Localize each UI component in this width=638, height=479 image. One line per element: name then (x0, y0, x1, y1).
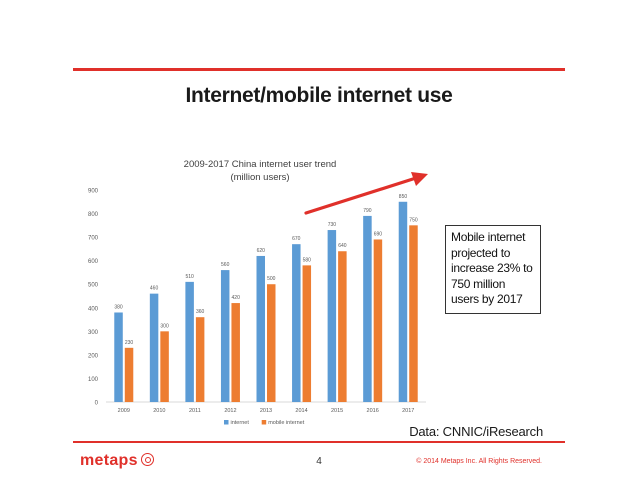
y-tick-label: 100 (88, 377, 99, 383)
bottom-rule (73, 441, 565, 443)
data-label: 460 (150, 286, 159, 292)
bar-mobile-internet (160, 331, 169, 402)
data-label: 510 (185, 274, 194, 280)
x-tick-label: 2015 (331, 408, 343, 414)
data-label: 300 (160, 323, 169, 329)
bar-internet (220, 270, 230, 402)
callout-line: projected to (451, 245, 511, 260)
data-label: 850 (399, 194, 408, 200)
bar-internet (327, 230, 337, 402)
y-tick-label: 0 (95, 401, 99, 407)
bar-internet (363, 215, 372, 402)
chart-title-line-1: 2009-2017 China internet user trend (183, 159, 337, 170)
data-label: 750 (409, 217, 418, 223)
bar-mobile-internet (195, 317, 205, 402)
mobile-projection-callout: Mobile internet projected to increase 23… (445, 225, 541, 314)
chart-title: 2009-2017 China internet user trend (mil… (150, 158, 370, 184)
x-tick-label: 2009 (118, 408, 130, 414)
x-tick-label: 2017 (402, 408, 414, 414)
bar-internet (149, 293, 159, 402)
y-tick-label: 200 (88, 353, 99, 359)
data-label: 360 (196, 309, 205, 315)
bar-mobile-internet (373, 239, 383, 402)
bar-mobile-internet (338, 251, 347, 402)
x-tick-label: 2016 (367, 408, 379, 414)
data-label: 670 (292, 236, 301, 242)
x-tick-label: 2013 (260, 408, 272, 414)
bar-internet (398, 201, 408, 402)
data-label: 560 (221, 262, 230, 268)
page-number: 4 (316, 456, 322, 467)
bar-internet (256, 255, 265, 402)
data-label: 790 (363, 208, 372, 214)
y-tick-label: 500 (88, 283, 99, 289)
bar-mobile-internet (124, 347, 134, 402)
y-tick-label: 700 (88, 236, 99, 242)
y-tick-label: 800 (88, 212, 99, 218)
bar-mobile-internet (231, 303, 240, 402)
callout-line: 750 million (451, 276, 506, 291)
data-label: 230 (125, 340, 134, 346)
legend-label: internet (231, 420, 250, 426)
logo-mark-icon (140, 453, 154, 466)
legend-swatch (224, 420, 229, 425)
callout-line: users by 2017 (451, 292, 523, 306)
x-tick-label: 2011 (189, 408, 201, 414)
callout-line: Mobile internet (451, 230, 526, 244)
x-tick-label: 2010 (153, 408, 165, 414)
bar-mobile-internet (302, 265, 312, 402)
slide-title: Internet/mobile internet use (185, 84, 453, 107)
legend-label: mobile internet (268, 420, 305, 426)
data-source: Data: CNNIC/iResearch (409, 424, 543, 439)
top-rule (73, 68, 565, 71)
data-label: 690 (374, 231, 383, 237)
y-tick-label: 900 (88, 189, 99, 195)
y-tick-label: 600 (88, 259, 99, 265)
callout-line: increase 23% to (451, 261, 533, 275)
data-label: 620 (257, 248, 266, 254)
chart-title-line-2: (million users) (230, 172, 290, 183)
logo-text: metaps (80, 452, 138, 469)
copyright: © 2014 Metaps Inc. All Rights Reserved. (416, 458, 542, 465)
data-label: 640 (338, 243, 347, 249)
bar-mobile-internet (267, 284, 276, 402)
data-label: 730 (328, 222, 337, 228)
x-tick-label: 2012 (224, 408, 236, 414)
y-tick-label: 300 (88, 330, 99, 336)
trend-arrow-icon (411, 172, 428, 186)
x-tick-label: 2014 (295, 408, 307, 414)
data-label: 380 (114, 304, 123, 310)
y-tick-label: 400 (88, 306, 99, 312)
bar-internet (292, 244, 301, 402)
data-label: 500 (267, 276, 276, 282)
bar-internet (114, 312, 123, 402)
metaps-logo: metaps (80, 452, 154, 470)
legend-swatch (261, 420, 267, 425)
trend-arrow-shaft (304, 176, 418, 215)
bar-internet (185, 281, 194, 402)
data-label: 420 (232, 295, 241, 301)
data-label: 580 (303, 257, 312, 263)
bar-mobile-internet (409, 225, 418, 402)
